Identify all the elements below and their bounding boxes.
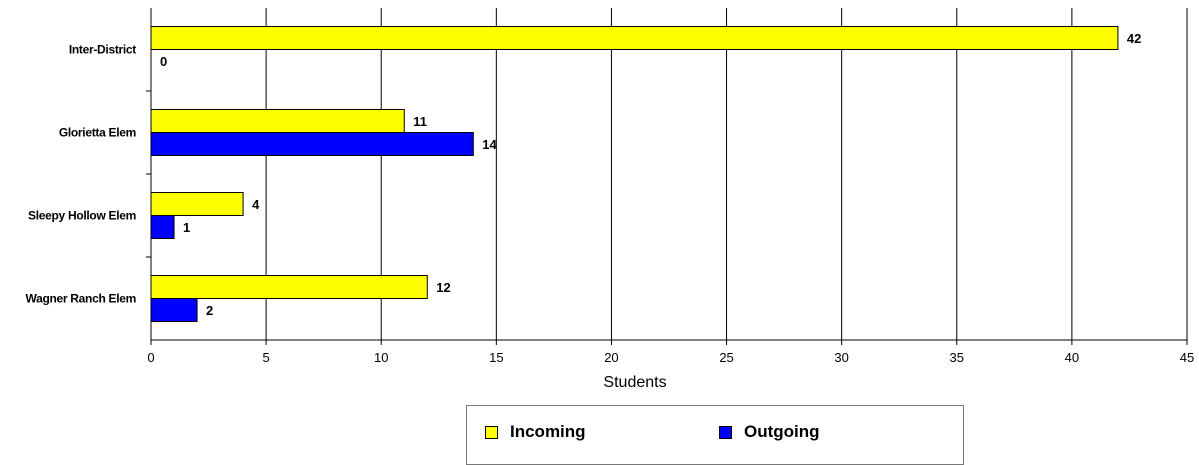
data-label-outgoing-wagner-ranch-elem: 2 — [206, 303, 213, 318]
bar-incoming-sleepy-hollow-elem — [150, 192, 244, 216]
legend-label-incoming: Incoming — [510, 422, 586, 441]
bar-chart: 0 5 10 15 20 25 30 35 40 45Inter-District420Glori… — [26, 8, 1195, 391]
category-label-wagner-ranch-elem: Wagner Ranch Elem — [26, 292, 136, 306]
x-axis-title: Students — [603, 374, 666, 391]
bar-outgoing-sleepy-hollow-elem — [150, 215, 175, 239]
bar-incoming-wagner-ranch-elem — [150, 275, 428, 299]
x-tick-label: 40 — [1065, 350, 1079, 365]
data-label-outgoing-glorietta-elem: 14 — [482, 137, 497, 152]
legend-item-outgoing: Outgoing — [719, 422, 820, 442]
axes — [146, 8, 1188, 345]
legend-swatch-outgoing — [719, 425, 732, 439]
labels: 0 5 10 15 20 25 30 35 40 45Inter-District420Glori… — [26, 31, 1195, 365]
gridlines — [265, 8, 1188, 340]
x-tick-label: 15 — [489, 350, 503, 365]
category-label-glorietta-elem: Glorietta Elem — [59, 126, 136, 140]
category-label-inter-district: Inter-District — [69, 43, 136, 57]
data-label-incoming-glorietta-elem: 11 — [413, 114, 427, 129]
x-tick-label: 30 — [834, 350, 848, 365]
bar-incoming-glorietta-elem — [150, 109, 405, 133]
data-label-incoming-wagner-ranch-elem: 12 — [436, 280, 450, 295]
data-label-outgoing-inter-district: 0 — [160, 54, 167, 69]
x-tick-label: 35 — [950, 350, 964, 365]
bars — [150, 26, 1119, 322]
bar-outgoing-glorietta-elem — [150, 132, 474, 156]
legend-item-incoming: Incoming — [485, 422, 586, 442]
data-label-incoming-inter-district: 42 — [1127, 31, 1141, 46]
x-tick-label: 0 — [147, 350, 154, 365]
x-tick-label: 20 — [604, 350, 618, 365]
x-tick-label: 45 — [1180, 350, 1194, 365]
x-tick-label: 25 — [719, 350, 733, 365]
data-label-incoming-sleepy-hollow-elem: 4 — [252, 197, 260, 212]
legend-label-outgoing: Outgoing — [744, 422, 820, 441]
x-tick-label: 5 — [262, 350, 269, 365]
category-label-sleepy-hollow-elem: Sleepy Hollow Elem — [28, 209, 136, 223]
data-label-outgoing-sleepy-hollow-elem: 1 — [183, 220, 190, 235]
x-tick-label: 10 — [374, 350, 388, 365]
legend-swatch-incoming — [485, 425, 498, 439]
legend: Incoming Outgoing — [466, 405, 964, 465]
bar-incoming-inter-district — [150, 26, 1119, 50]
bar-outgoing-wagner-ranch-elem — [150, 298, 198, 322]
